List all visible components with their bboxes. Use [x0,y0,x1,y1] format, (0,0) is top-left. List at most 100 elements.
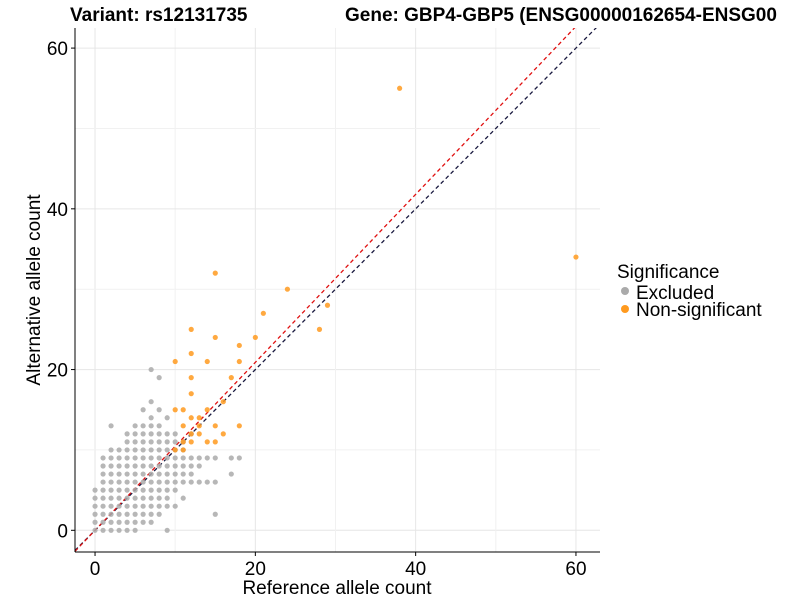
point-excluded [228,471,234,477]
point-excluded [92,503,98,509]
point-non-significant [212,423,218,429]
y-tick-label: 40 [47,200,68,221]
point-excluded [140,407,146,413]
point-excluded [108,487,114,493]
point-excluded [108,495,114,501]
point-excluded [148,431,154,437]
point-excluded [164,471,170,477]
point-excluded [124,455,130,461]
point-non-significant [284,286,291,292]
point-non-significant [236,342,242,349]
point-excluded [100,471,106,477]
point-excluded [148,495,154,501]
point-excluded [116,455,122,461]
point-non-significant [212,270,218,276]
point-excluded [164,503,170,509]
point-excluded [100,479,106,485]
point-excluded [124,431,130,437]
point-excluded [148,463,154,469]
point-excluded [164,495,170,501]
point-non-significant [188,326,194,332]
point-excluded [108,471,114,477]
point-excluded [148,471,154,477]
point-non-significant [180,423,186,429]
legend-swatch-excluded [621,287,629,295]
point-excluded [124,471,130,477]
point-excluded [156,447,162,453]
x-tick-label: 60 [565,559,586,580]
point-excluded [108,447,114,453]
point-excluded [148,487,154,493]
point-excluded [148,519,154,525]
reference-lines [75,28,597,552]
point-excluded [124,527,130,533]
legend-label-excluded: Excluded [636,283,714,304]
point-excluded [108,519,114,525]
point-excluded [124,495,130,501]
point-excluded [180,495,186,501]
point-excluded [124,463,130,469]
point-excluded [116,495,122,501]
point-excluded [116,527,122,533]
point-excluded [156,375,162,381]
point-excluded [92,519,98,525]
point-excluded [236,455,242,461]
point-excluded [100,519,106,525]
point-non-significant [397,85,403,91]
point-excluded [164,479,170,485]
point-excluded [180,463,186,469]
point-excluded [188,463,194,469]
point-excluded [116,511,122,517]
point-excluded [100,463,106,469]
point-excluded [116,471,122,477]
point-excluded [132,447,138,453]
point-non-significant [220,431,226,437]
point-excluded [100,511,106,517]
point-excluded [132,487,138,493]
x-axis-title: Reference allele count [242,578,432,599]
x-tick-label: 0 [90,559,101,580]
axis-ticks: 0 20 40 60 0 20 40 60 [47,39,587,580]
point-excluded [204,455,210,461]
point-excluded [172,487,178,493]
point-excluded [140,463,146,469]
point-excluded [156,479,162,485]
point-excluded [100,527,106,533]
point-excluded [108,479,114,485]
point-excluded [116,463,122,469]
point-excluded [156,463,162,469]
point-non-significant [573,254,579,260]
point-excluded [132,471,138,477]
point-non-significant [228,375,234,381]
point-excluded [124,511,130,517]
point-non-significant [172,407,178,413]
point-excluded [108,527,114,533]
point-non-significant [260,310,266,316]
chart-title-gene: Gene: GBP4-GBP5 (ENSG00000162654-ENSG00 [345,5,777,26]
point-excluded [140,423,146,429]
point-non-significant [180,439,186,445]
point-excluded [140,495,146,501]
point-non-significant [204,407,210,413]
point-excluded [92,495,98,501]
point-excluded [164,455,170,461]
point-non-significant [180,447,186,453]
point-non-significant [196,431,202,437]
y-tick-label: 20 [47,361,68,382]
point-non-significant [196,415,202,421]
point-excluded [108,463,114,469]
point-excluded [148,399,154,405]
point-excluded [124,439,130,445]
point-excluded [140,439,146,445]
point-excluded [140,479,146,485]
point-excluded [180,471,186,477]
point-excluded [164,527,170,533]
point-excluded [108,455,114,461]
point-non-significant [188,375,194,381]
point-excluded [132,455,138,461]
legend-label-nonsignificant: Non-significant [636,300,762,321]
point-excluded [140,519,146,525]
point-excluded [156,423,162,429]
point-excluded [148,511,154,517]
